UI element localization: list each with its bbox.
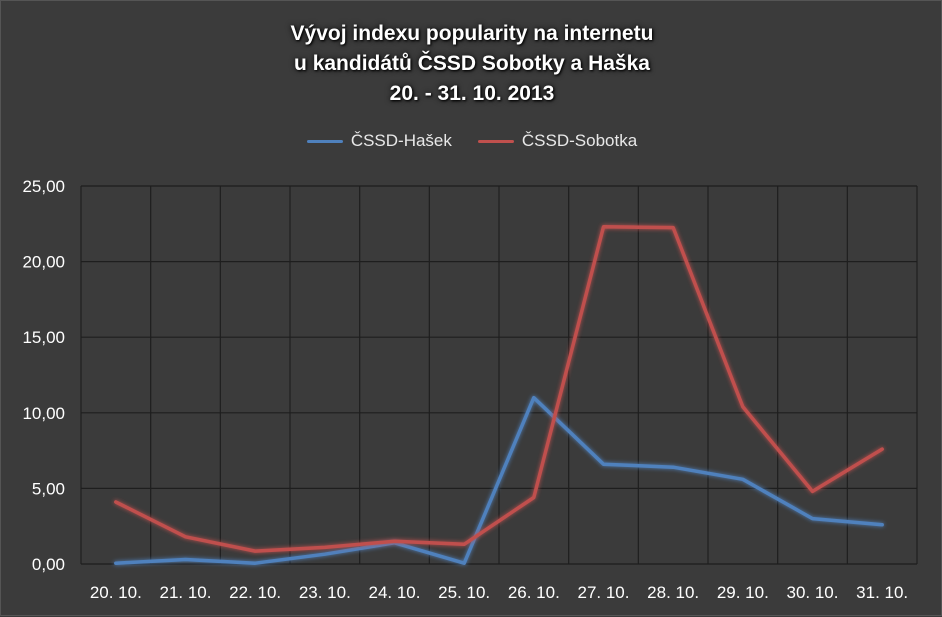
y-tick-label: 0,00 bbox=[32, 555, 65, 574]
y-tick-label: 20,00 bbox=[22, 253, 65, 272]
legend-swatch-hasek bbox=[306, 139, 343, 143]
x-tick-label: 31. 10. bbox=[856, 583, 908, 602]
grid-layer bbox=[80, 185, 918, 565]
legend-label-sobotka: ČSSD-Sobotka bbox=[521, 131, 638, 150]
chart-title-line-3: 20. - 31. 10. 2013 bbox=[389, 82, 555, 105]
series-layer bbox=[114, 225, 884, 565]
chart-title-line-2: u kandidátů ČSSD Sobotky a Haška bbox=[294, 52, 650, 75]
y-tick-label: 25,00 bbox=[22, 177, 65, 196]
x-tick-label: 28. 10. bbox=[647, 583, 699, 602]
x-tick-label: 29. 10. bbox=[717, 583, 769, 602]
series-line-sobotka bbox=[114, 225, 884, 553]
y-tick-label: 5,00 bbox=[32, 479, 65, 498]
chart-legend: ČSSD-Hašek ČSSD-Sobotka bbox=[1, 131, 942, 151]
x-tick-label: 27. 10. bbox=[578, 583, 630, 602]
y-tick-label: 15,00 bbox=[22, 328, 65, 347]
chart-title-line-1: Vývoj indexu popularity na internetu bbox=[290, 22, 654, 45]
x-tick-label: 26. 10. bbox=[508, 583, 560, 602]
y-tick-label: 10,00 bbox=[22, 404, 65, 423]
y-axis: 0,00 5,00 10,00 15,00 20,00 25,00 bbox=[22, 177, 65, 574]
x-tick-label: 25. 10. bbox=[438, 583, 490, 602]
x-axis: 20. 10. 21. 10. 22. 10. 23. 10. 24. 10. 25. 1… bbox=[90, 583, 908, 602]
x-tick-label: 21. 10. bbox=[160, 583, 212, 602]
legend-item-hasek: ČSSD-Hašek bbox=[306, 131, 452, 151]
x-tick-label: 24. 10. bbox=[369, 583, 421, 602]
x-tick-label: 20. 10. bbox=[90, 583, 142, 602]
legend-swatch-sobotka bbox=[477, 139, 514, 143]
x-tick-label: 23. 10. bbox=[299, 583, 351, 602]
x-tick-label: 22. 10. bbox=[229, 583, 281, 602]
legend-item-sobotka: ČSSD-Sobotka bbox=[477, 131, 638, 151]
series-line-hasek bbox=[114, 395, 884, 565]
legend-label-hasek: ČSSD-Hašek bbox=[350, 131, 452, 150]
x-tick-label: 30. 10. bbox=[787, 583, 839, 602]
